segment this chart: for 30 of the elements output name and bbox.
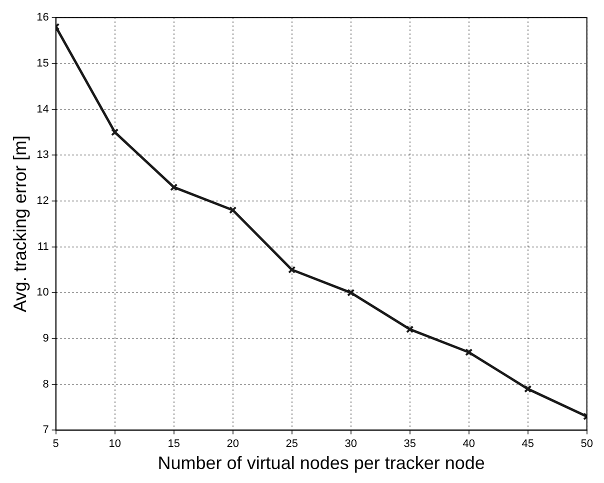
point: [288, 266, 296, 274]
point: [170, 183, 178, 192]
y-tick-label: 13: [36, 149, 49, 162]
x-tick-label: 10: [108, 438, 121, 450]
y-tick-label: 10: [36, 286, 49, 299]
point: [524, 385, 532, 393]
y-tick-label: 8: [42, 378, 49, 390]
x-axis-title: Number of virtual nodes per tracker node: [158, 453, 485, 474]
x-tick-label: 15: [168, 438, 180, 450]
y-tick-label: 14: [36, 103, 49, 116]
x-tick-label: 45: [522, 438, 534, 450]
x-tick-label: 35: [404, 438, 416, 450]
point: [111, 128, 119, 136]
point: [465, 348, 473, 356]
y-tick-label: 12: [36, 195, 49, 208]
y-tick-label: 15: [36, 57, 49, 70]
y-tick-label: 16: [36, 12, 49, 24]
y-tick-label: 7: [42, 424, 49, 436]
x-tick-label: 30: [344, 438, 357, 450]
y-tick-label: 11: [37, 240, 49, 253]
x-tick-label: 20: [226, 438, 239, 450]
point: [347, 288, 355, 296]
x-tick-label: 5: [52, 438, 59, 450]
x-tick-label: 25: [286, 438, 298, 450]
y-tick-label: 9: [42, 332, 49, 345]
point: [229, 206, 237, 214]
x-tick-label: 40: [462, 438, 475, 450]
x-tick-label: 50: [580, 438, 594, 450]
y-axis-title: Avg. tracking error [m]: [10, 136, 30, 312]
point: [406, 326, 414, 334]
